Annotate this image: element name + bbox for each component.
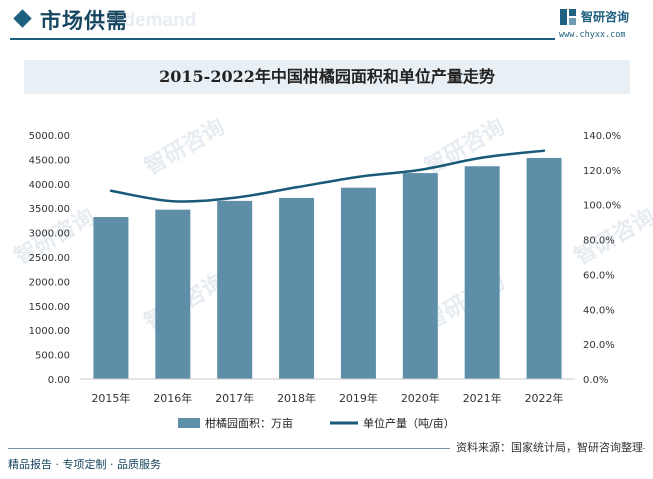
line-series-path xyxy=(110,149,545,203)
legend: 柑橘园面积：万亩 单位产量（吨/亩） xyxy=(178,416,455,430)
chart-title: 2015-2022年中国柑橘园面积和单位产量走势 xyxy=(159,67,495,86)
header: nd demand 市场供需 智研咨询 www.chyxx.com xyxy=(0,0,653,46)
x-tick-label: 2016年 xyxy=(153,391,192,405)
line-series xyxy=(109,149,546,203)
y-left-tick-label: 1500.00 xyxy=(29,302,70,313)
bar xyxy=(279,197,315,379)
x-axis: 2015年 2016年 2017年 2018年 2019年 2020年 2021年 2022年 xyxy=(91,391,563,405)
line-point xyxy=(295,186,298,189)
x-tick-label: 2018年 xyxy=(277,391,316,405)
bar xyxy=(93,216,129,379)
legend-bar-label: 柑橘园面积：万亩 xyxy=(205,416,293,430)
chart-title-band: 2015-2022年中国柑橘园面积和单位产量走势 xyxy=(24,60,630,94)
line-point xyxy=(109,189,113,192)
x-tick-label: 2019年 xyxy=(339,391,378,405)
brand-name: 智研咨询 xyxy=(581,10,630,24)
y-right-tick-label: 0.0% xyxy=(583,375,608,386)
y-right-tick-label: 80.0% xyxy=(583,236,615,247)
y-right-tick-label: 60.0% xyxy=(583,270,615,281)
x-tick-label: 2015年 xyxy=(91,391,130,405)
line-point xyxy=(357,175,360,179)
line-point xyxy=(171,200,175,203)
source-note: 资料来源：国家统计局，智研咨询整理 xyxy=(450,439,643,455)
y-right-tick-label: 120.0% xyxy=(583,166,621,177)
line-point xyxy=(233,196,236,199)
line-point xyxy=(542,149,546,152)
bar xyxy=(464,166,500,379)
y-left-tick-label: 5000.00 xyxy=(29,131,70,142)
left-axis: 0.00 500.00 1000.00 1500.00 2000.00 2500.00 30… xyxy=(29,131,70,386)
watermark-text: 智研咨询 xyxy=(140,114,229,181)
y-right-tick-label: 40.0% xyxy=(583,305,615,316)
footer-divider xyxy=(8,448,645,449)
y-left-tick-label: 1000.00 xyxy=(29,326,70,337)
y-left-tick-label: 3500.00 xyxy=(29,204,70,215)
x-tick-label: 2020年 xyxy=(401,391,440,405)
line-point xyxy=(480,156,484,159)
header-divider xyxy=(10,38,555,40)
x-tick-label: 2022年 xyxy=(525,391,564,405)
footer-tagline: 精品报告 · 专项定制 · 品质服务 xyxy=(8,458,161,471)
bar-series xyxy=(80,157,575,380)
legend-line-label: 单位产量（吨/亩） xyxy=(363,416,455,430)
bar xyxy=(155,209,191,379)
brand-logo-icon xyxy=(560,9,576,25)
bar xyxy=(402,173,438,379)
y-right-tick-label: 140.0% xyxy=(583,131,621,142)
bar xyxy=(217,200,253,379)
bar xyxy=(340,187,376,379)
x-tick-label: 2017年 xyxy=(215,391,254,405)
y-right-tick-label: 100.0% xyxy=(583,201,621,212)
y-right-tick-label: 20.0% xyxy=(583,340,615,351)
legend-bar-swatch xyxy=(178,418,200,428)
line-point xyxy=(419,168,422,172)
right-axis: 0.0% 20.0% 40.0% 60.0% 80.0% 100.0% 120.0% 140.… xyxy=(583,131,621,386)
bar xyxy=(526,157,562,379)
brand-url: www.chyxx.com xyxy=(559,30,626,40)
y-left-tick-label: 4000.00 xyxy=(29,180,70,191)
y-left-tick-label: 3000.00 xyxy=(29,229,70,240)
y-left-tick-label: 2500.00 xyxy=(29,253,70,264)
y-left-tick-label: 2000.00 xyxy=(29,277,70,288)
y-left-tick-label: 500.00 xyxy=(35,351,70,362)
section-background-text: nd demand xyxy=(95,10,197,31)
y-left-tick-label: 0.00 xyxy=(48,375,70,386)
y-left-tick-label: 4500.00 xyxy=(29,155,70,166)
x-tick-label: 2021年 xyxy=(463,391,502,405)
brand: 智研咨询 www.chyxx.com xyxy=(559,7,649,43)
section-title: 市场供需 xyxy=(40,9,128,33)
